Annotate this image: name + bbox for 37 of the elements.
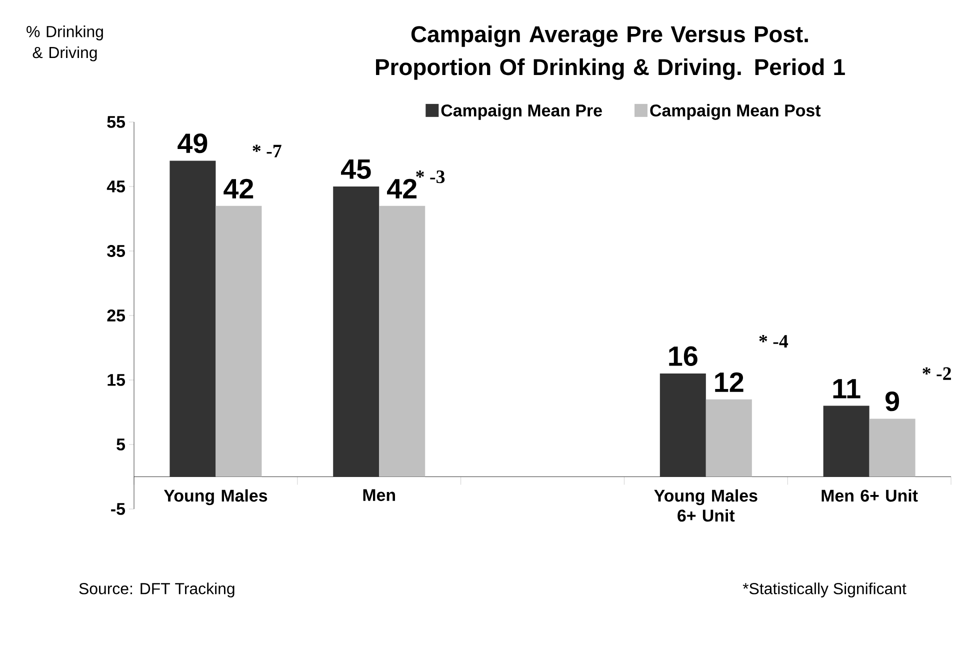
x-tick-label: Young Males 6+ Unit — [654, 489, 758, 522]
data-label: 45 — [341, 160, 371, 179]
data-label: 12 — [715, 372, 744, 392]
annotation: * -4 — [759, 335, 788, 348]
y-tick-label: 45 — [106, 180, 126, 192]
data-label: 42 — [224, 178, 254, 198]
x-tick-label: Men 6+ Unit — [822, 489, 918, 502]
bar — [379, 206, 426, 477]
bar — [869, 418, 916, 477]
data-label: 9 — [886, 391, 900, 412]
y-tick-label: 25 — [107, 310, 126, 322]
bar — [660, 374, 706, 477]
bar — [216, 206, 262, 477]
x-tick-label: Young Males — [164, 489, 268, 506]
text: *Statistically Significant — [742, 582, 906, 598]
y-tick-label: 15 — [108, 374, 126, 386]
data-label: 11 — [833, 379, 860, 398]
annotation: * -2 — [922, 367, 951, 380]
annotation: * -7 — [252, 144, 282, 158]
x-tick-label: Men — [363, 489, 395, 502]
data-label: 42 — [387, 178, 416, 198]
y-tick-label: 5 — [116, 438, 126, 450]
chart-title: Campaign Average Pre Versus Post. Proportion Of Drinking & Driving. Period 1 — [376, 26, 845, 80]
y-axis-title: % Drinking & Driving — [26, 26, 103, 62]
data-label: 16 — [669, 346, 698, 366]
y-tick-label: 55 — [107, 116, 126, 128]
bar — [170, 160, 216, 477]
legend-label: Campaign Mean Pre — [441, 104, 602, 120]
bar — [823, 406, 870, 477]
legend-label: Campaign Mean Post — [650, 104, 821, 120]
y-tick-label: 35 — [107, 244, 126, 258]
y-tick-label: -5 — [111, 503, 126, 515]
data-label: 49 — [178, 133, 208, 154]
source-note: Source: DFT Tracking — [79, 582, 234, 598]
bar — [706, 399, 752, 477]
bar — [333, 186, 380, 477]
annotation: * -3 — [416, 170, 445, 184]
